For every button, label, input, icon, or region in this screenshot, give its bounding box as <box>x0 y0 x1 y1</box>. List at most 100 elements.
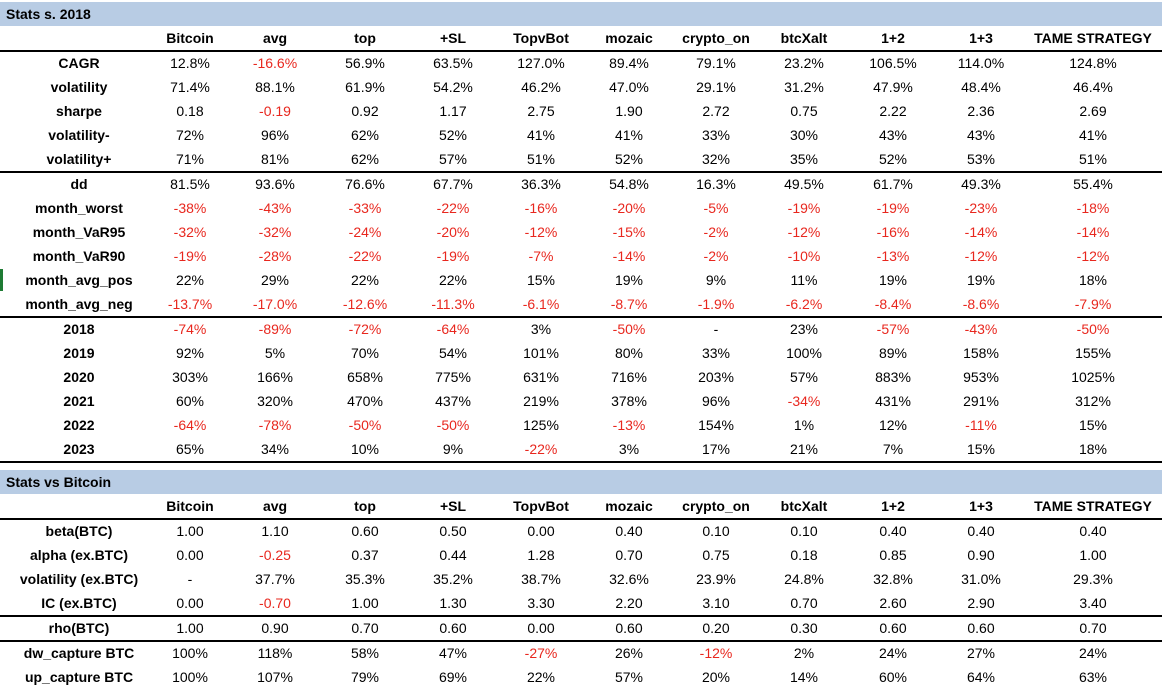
data-cell[interactable]: 81.5% <box>170 176 210 192</box>
row-label[interactable]: dd <box>70 176 88 192</box>
column-header[interactable]: TAME STRATEGY <box>1034 30 1152 46</box>
data-cell[interactable]: 203% <box>698 369 734 385</box>
data-cell[interactable]: 0.40 <box>967 523 995 539</box>
data-cell[interactable]: 79.1% <box>696 55 736 71</box>
data-cell[interactable]: 18% <box>1078 441 1108 457</box>
data-cell[interactable]: 65% <box>175 441 205 457</box>
data-cell[interactable]: 79% <box>350 669 380 685</box>
row-label[interactable]: month_worst <box>35 200 123 216</box>
data-cell[interactable]: 3% <box>530 321 552 337</box>
data-cell[interactable]: 2.69 <box>1079 103 1107 119</box>
data-cell[interactable]: 64% <box>966 669 996 685</box>
data-cell[interactable]: 3% <box>618 441 640 457</box>
data-cell[interactable]: -64% <box>436 321 470 337</box>
row-label[interactable]: 2021 <box>63 393 95 409</box>
data-cell[interactable]: 2.72 <box>702 103 730 119</box>
data-cell[interactable]: 69% <box>438 669 468 685</box>
data-cell[interactable]: 96% <box>260 127 290 143</box>
data-cell[interactable]: 22% <box>350 272 380 288</box>
data-cell[interactable]: -14% <box>964 224 998 240</box>
data-cell[interactable]: 0.90 <box>261 620 289 636</box>
data-cell[interactable]: -16.6% <box>252 55 298 71</box>
data-cell[interactable]: 32% <box>701 151 731 167</box>
data-cell[interactable]: 2.22 <box>879 103 907 119</box>
data-cell[interactable]: 9% <box>705 272 727 288</box>
column-header[interactable]: Bitcoin <box>166 498 214 514</box>
data-cell[interactable]: -43% <box>964 321 998 337</box>
data-cell[interactable]: 0.75 <box>790 103 818 119</box>
data-cell[interactable]: 51% <box>1078 151 1108 167</box>
data-cell[interactable]: 1.90 <box>615 103 643 119</box>
data-cell[interactable]: 0.18 <box>176 103 204 119</box>
data-cell[interactable]: 3.30 <box>527 595 555 611</box>
data-cell[interactable]: -23% <box>964 200 998 216</box>
data-cell[interactable]: -0.19 <box>259 103 291 119</box>
data-cell[interactable]: 49.3% <box>961 176 1001 192</box>
data-cell[interactable]: 0.60 <box>351 523 379 539</box>
column-header[interactable]: TAME STRATEGY <box>1034 498 1152 514</box>
data-cell[interactable]: 0.44 <box>439 547 467 563</box>
data-cell[interactable]: 60% <box>175 393 205 409</box>
data-cell[interactable]: 125% <box>523 417 559 433</box>
data-cell[interactable]: 53% <box>966 151 996 167</box>
data-cell[interactable]: -6.1% <box>522 296 560 312</box>
column-header[interactable]: crypto_on <box>682 498 750 514</box>
data-cell[interactable]: -13% <box>876 248 910 264</box>
data-cell[interactable]: 775% <box>435 369 471 385</box>
data-cell[interactable]: 32.6% <box>609 571 649 587</box>
data-cell[interactable]: 0.00 <box>527 523 555 539</box>
column-header[interactable]: btcXalt <box>780 498 828 514</box>
data-cell[interactable]: 16.3% <box>696 176 736 192</box>
data-cell[interactable]: -50% <box>436 417 470 433</box>
data-cell[interactable]: -12% <box>787 224 821 240</box>
data-cell[interactable]: 2.60 <box>879 595 907 611</box>
data-cell[interactable]: -18% <box>1076 200 1110 216</box>
data-cell[interactable]: 61.9% <box>345 79 385 95</box>
data-cell[interactable]: 24.8% <box>784 571 824 587</box>
data-cell[interactable]: -33% <box>348 200 382 216</box>
data-cell[interactable]: 88.1% <box>255 79 295 95</box>
data-cell[interactable]: 0.40 <box>879 523 907 539</box>
data-cell[interactable]: 61.7% <box>873 176 913 192</box>
row-label[interactable]: volatility <box>50 79 108 95</box>
data-cell[interactable]: 92% <box>175 345 205 361</box>
data-cell[interactable]: 23.2% <box>784 55 824 71</box>
column-header[interactable]: crypto_on <box>682 30 750 46</box>
data-cell[interactable]: -13% <box>612 417 646 433</box>
data-cell[interactable]: 43% <box>966 127 996 143</box>
column-header[interactable]: +SL <box>439 30 467 46</box>
data-cell[interactable]: -19% <box>173 248 207 264</box>
data-cell[interactable]: 0.70 <box>790 595 818 611</box>
data-cell[interactable]: 54.2% <box>433 79 473 95</box>
data-cell[interactable]: 9% <box>442 441 464 457</box>
data-cell[interactable]: 0.50 <box>439 523 467 539</box>
data-cell[interactable]: 36.3% <box>521 176 561 192</box>
data-cell[interactable]: 1.10 <box>261 523 289 539</box>
data-cell[interactable]: 0.37 <box>351 547 379 563</box>
data-cell[interactable]: 10% <box>350 441 380 457</box>
data-cell[interactable]: 470% <box>347 393 383 409</box>
data-cell[interactable]: 62% <box>350 127 380 143</box>
data-cell[interactable]: 154% <box>698 417 734 433</box>
data-cell[interactable]: 56.9% <box>345 55 385 71</box>
data-cell[interactable]: 24% <box>878 645 908 661</box>
data-cell[interactable]: 32.8% <box>873 571 913 587</box>
data-cell[interactable]: 49.5% <box>784 176 824 192</box>
column-header[interactable]: 1+3 <box>969 30 993 46</box>
data-cell[interactable]: - <box>187 571 193 587</box>
data-cell[interactable]: -7% <box>528 248 554 264</box>
row-label[interactable]: rho(BTC) <box>48 620 110 636</box>
data-cell[interactable]: 1.00 <box>176 523 204 539</box>
data-cell[interactable]: -7.9% <box>1074 296 1112 312</box>
data-cell[interactable]: 0.40 <box>615 523 643 539</box>
data-cell[interactable]: 11% <box>790 272 818 288</box>
data-cell[interactable]: 166% <box>257 369 293 385</box>
data-cell[interactable]: -22% <box>524 441 558 457</box>
data-cell[interactable]: -13.7% <box>167 296 213 312</box>
data-cell[interactable]: 12% <box>878 417 908 433</box>
data-cell[interactable]: 46.2% <box>521 79 561 95</box>
data-cell[interactable]: 1% <box>793 417 815 433</box>
row-label[interactable]: volatility- <box>48 127 110 143</box>
data-cell[interactable]: -0.25 <box>259 547 291 563</box>
data-cell[interactable]: -2% <box>703 224 729 240</box>
